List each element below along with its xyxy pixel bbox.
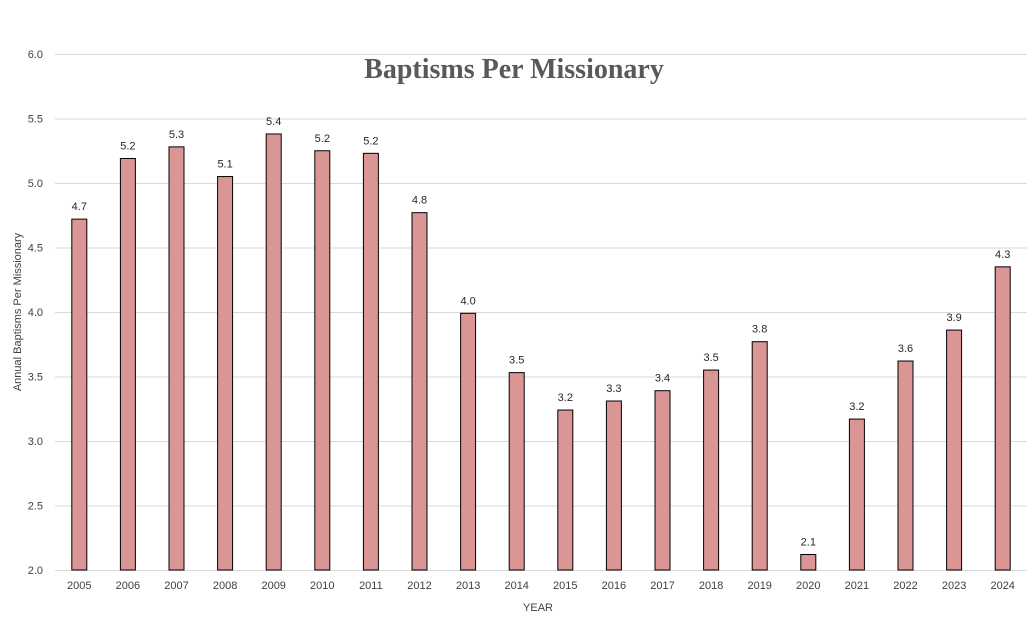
- x-tick-label-2014: 2014: [504, 580, 528, 592]
- y-tick-label: 3.0: [28, 436, 43, 448]
- bar-2020: [800, 554, 817, 571]
- bar-2006: [119, 157, 136, 571]
- bar-2019: [751, 341, 768, 571]
- bar-2007: [168, 146, 185, 571]
- y-axis-ticks: 2.0 2.5 3.0 3.5 4.0 4.5 5.0 5.5 6.0: [28, 49, 43, 577]
- x-tick-label-2009: 2009: [261, 580, 285, 592]
- x-axis-title: YEAR: [523, 602, 553, 614]
- x-tick-label-2007: 2007: [164, 580, 188, 592]
- x-tick-label-2013: 2013: [456, 580, 480, 592]
- data-label-2019: 3.8: [752, 324, 767, 336]
- y-tick-label: 3.5: [28, 372, 43, 384]
- x-tick-label-2023: 2023: [942, 580, 966, 592]
- bars: [71, 133, 1011, 571]
- gridlines: [55, 54, 1027, 571]
- x-tick-label-2024: 2024: [990, 580, 1014, 592]
- x-tick-label-2020: 2020: [796, 580, 820, 592]
- bar-2012: [411, 212, 428, 571]
- y-tick-label: 4.5: [28, 243, 43, 255]
- x-tick-label-2018: 2018: [699, 580, 723, 592]
- x-tick-label-2012: 2012: [407, 580, 431, 592]
- data-label-2016: 3.3: [606, 383, 621, 395]
- x-tick-label-2011: 2011: [359, 580, 383, 592]
- x-tick-label-2015: 2015: [553, 580, 577, 592]
- y-tick-label: 5.0: [28, 178, 43, 190]
- bar-2014: [508, 372, 525, 571]
- data-label-2023: 3.9: [946, 312, 961, 324]
- data-label-2022: 3.6: [898, 343, 913, 355]
- x-tick-label-2017: 2017: [650, 580, 674, 592]
- data-label-2024: 4.3: [995, 249, 1010, 261]
- bar-2021: [848, 418, 865, 571]
- data-label-2010: 5.2: [315, 133, 330, 145]
- data-label-2018: 3.5: [703, 352, 718, 364]
- x-tick-label-2019: 2019: [747, 580, 771, 592]
- bar-2008: [217, 176, 234, 571]
- data-label-2011: 5.2: [363, 135, 378, 147]
- bar-2024: [994, 266, 1011, 571]
- x-tick-label-2005: 2005: [67, 580, 91, 592]
- y-tick-label: 2.0: [28, 565, 43, 577]
- data-label-2009: 5.4: [266, 116, 281, 128]
- x-tick-label-2008: 2008: [213, 580, 237, 592]
- bar-2017: [654, 390, 671, 571]
- bar-2010: [314, 150, 331, 571]
- y-tick-label: 6.0: [28, 49, 43, 61]
- data-label-2017: 3.4: [655, 373, 670, 385]
- chart-title: Baptisms Per Missionary: [364, 54, 664, 85]
- bar-2011: [362, 152, 379, 571]
- y-tick-label: 4.0: [28, 307, 43, 319]
- y-axis-title: Annual Baptisms Per Missionary: [12, 232, 24, 391]
- bar-2023: [946, 329, 963, 571]
- y-tick-label: 2.5: [28, 501, 43, 513]
- bar-2022: [897, 360, 914, 571]
- x-tick-label-2016: 2016: [602, 580, 626, 592]
- data-label-2021: 3.2: [849, 401, 864, 413]
- bar-2015: [557, 409, 574, 571]
- data-label-2015: 3.2: [558, 392, 573, 404]
- y-tick-label: 5.5: [28, 114, 43, 126]
- data-label-2012: 4.8: [412, 195, 427, 207]
- data-label-2005: 4.7: [72, 201, 87, 213]
- bar-2005: [71, 218, 88, 571]
- data-label-2014: 3.5: [509, 355, 524, 367]
- x-tick-label-2021: 2021: [845, 580, 869, 592]
- data-label-2006: 5.2: [120, 140, 135, 152]
- data-label-2020: 2.1: [801, 537, 816, 549]
- x-axis-ticks: 2005 2006 2007 2008 2009 2010 2011 2012 2013 2014…: [67, 580, 1015, 592]
- bar-2013: [460, 312, 477, 571]
- data-label-2007: 5.3: [169, 129, 184, 141]
- x-tick-label-2010: 2010: [310, 580, 334, 592]
- x-tick-label-2006: 2006: [116, 580, 140, 592]
- data-label-2008: 5.1: [217, 159, 232, 171]
- data-label-2013: 4.0: [460, 295, 475, 307]
- data-labels: 4.7 5.2 5.3 5.1 5.4 5.2 5.2 4.8 4.0 3.5 3.2 3.3 3.4 3…: [72, 116, 1011, 549]
- x-tick-label-2022: 2022: [893, 580, 917, 592]
- bar-2016: [605, 400, 622, 571]
- bar-2009: [265, 133, 282, 571]
- bar-2018: [703, 369, 720, 571]
